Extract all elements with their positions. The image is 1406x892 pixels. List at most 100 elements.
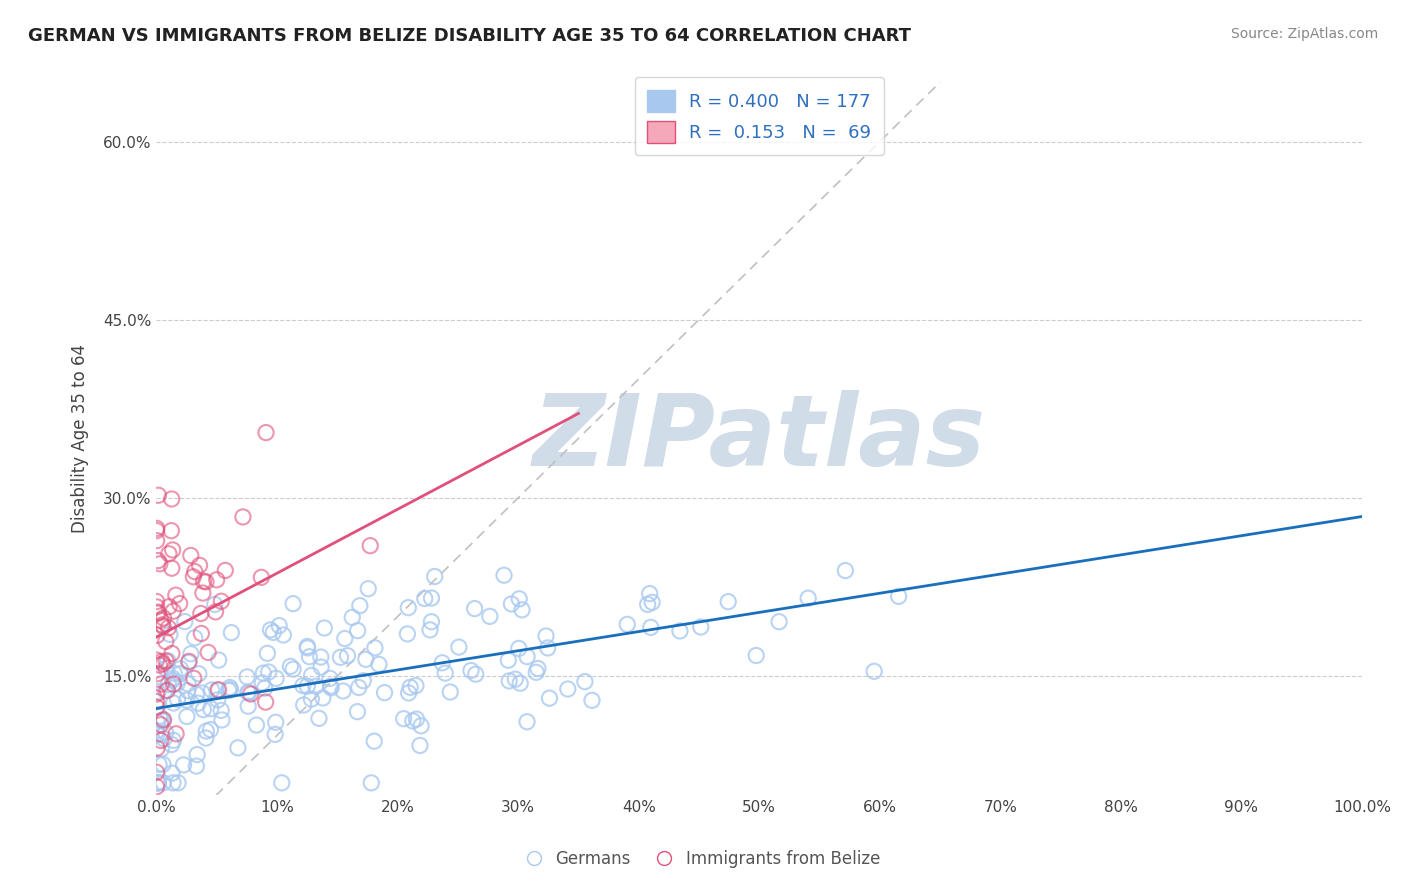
Point [498,653,520,667]
Point [319,672,342,686]
Point [157,599,180,614]
Point [152,713,174,727]
Point [162,776,184,790]
Point [312,690,335,705]
Point [637,598,659,612]
Point [342,610,364,624]
Point [236,670,259,684]
Point [534,629,557,643]
Point [160,561,183,575]
Point [208,653,231,667]
Point [254,425,277,440]
Point [162,677,184,691]
Point [329,650,352,665]
Point [214,563,236,577]
Point [159,627,181,641]
Point [190,607,212,621]
Point [155,683,177,698]
Point [156,683,179,698]
Point [357,582,380,596]
Point [163,666,186,681]
Point [177,677,200,691]
Point [257,665,280,679]
Point [516,649,538,664]
Point [527,661,550,675]
Point [398,686,420,700]
Point [162,604,184,618]
Point [207,682,229,697]
Point [508,591,530,606]
Point [367,657,389,672]
Point [169,666,191,681]
Point [145,524,167,538]
Point [413,591,436,606]
Point [269,618,291,632]
Point [434,666,457,681]
Point [195,724,218,739]
Point [689,620,711,634]
Point [173,615,195,629]
Point [252,676,274,690]
Point [184,565,207,579]
Point [516,714,538,729]
Point [145,521,167,535]
Point [501,597,523,611]
Point [149,613,172,627]
Point [166,692,188,706]
Point [148,776,170,790]
Point [256,646,278,660]
Point [155,654,177,668]
Point [145,700,167,714]
Point [232,509,254,524]
Point [207,683,229,698]
Point [188,558,211,573]
Point [297,640,319,654]
Point [162,543,184,558]
Point [200,723,222,737]
Point [157,547,180,561]
Point [239,687,262,701]
Point [152,757,174,772]
Point [152,776,174,790]
Point [346,705,368,719]
Point [399,681,422,695]
Point [145,694,167,708]
Point [162,696,184,710]
Text: ZIPatlas: ZIPatlas [533,390,986,487]
Point [510,603,533,617]
Point [321,681,343,695]
Point [218,683,240,698]
Point [264,671,287,685]
Point [183,570,205,584]
Point [186,759,208,773]
Point [347,681,370,695]
Point [264,715,287,730]
Point [146,776,169,790]
Point [717,595,740,609]
Point [145,533,167,548]
Point [195,574,218,589]
Point [150,655,173,669]
Point [148,658,170,673]
Point [252,666,274,681]
Point [204,605,226,619]
Point [177,654,200,668]
Point [250,570,273,584]
Point [149,557,172,571]
Point [156,654,179,668]
Point [308,711,330,725]
Point [162,671,184,685]
Point [797,591,820,606]
Point [200,702,222,716]
Point [557,681,579,696]
Point [146,714,169,729]
Point [314,621,336,635]
Point [405,712,427,726]
Point [537,640,560,655]
Point [145,653,167,667]
Point [183,631,205,645]
Point [150,677,173,691]
Point [155,634,177,648]
Point [187,696,209,710]
Point [176,693,198,707]
